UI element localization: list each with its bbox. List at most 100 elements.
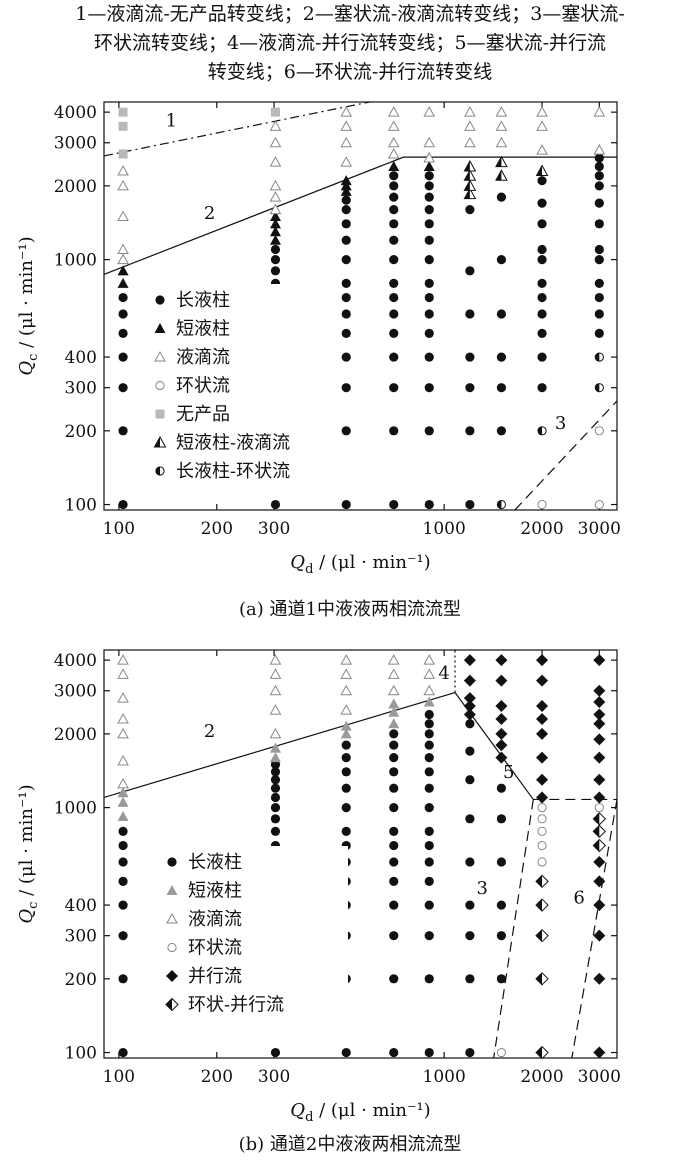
data-point-circle (389, 255, 399, 265)
data-point-circle (424, 1047, 434, 1058)
data-point-circle (389, 1047, 399, 1058)
data-point-triangle-open (387, 654, 400, 665)
data-point-circle (341, 783, 351, 793)
marker-shape (463, 699, 476, 712)
data-point-triangle-gray (269, 742, 281, 753)
data-point-circle (118, 876, 128, 886)
data-point-circle (118, 352, 128, 362)
x-axis-label: Qd / (μl · min⁻¹) (290, 552, 430, 577)
marker-shape (593, 733, 606, 746)
data-point-diamond (593, 929, 606, 942)
marker-shape (269, 234, 281, 245)
marker-shape (537, 328, 547, 338)
marker-shape (269, 226, 281, 237)
data-point-circle (424, 767, 434, 777)
data-point-circle (424, 309, 434, 319)
y-tick-label: 200 (65, 970, 97, 990)
data-point-triangle-half (463, 169, 477, 181)
marker-shape (118, 352, 128, 362)
data-point-diamond (536, 751, 549, 764)
data-point-circle (118, 931, 128, 941)
data-point-triangle-open (117, 243, 129, 254)
data-point-circle (537, 219, 547, 229)
data-point-circle (270, 792, 281, 803)
marker-shape (341, 219, 351, 229)
data-point-circle (424, 857, 434, 867)
marker-half (536, 165, 543, 176)
legend-marker-diamond (166, 970, 178, 982)
marker-shape (423, 136, 436, 148)
marker-shape (465, 900, 475, 910)
transition-line-label-1: 1 (166, 110, 177, 131)
marker-half (593, 812, 600, 825)
marker-shape (464, 136, 476, 148)
marker-shape (495, 739, 508, 752)
marker-shape (537, 826, 547, 836)
data-point-circle (270, 266, 281, 276)
x-tick-label: 1000 (423, 1067, 466, 1087)
data-point-triangle-open (464, 136, 476, 148)
marker-shape (424, 719, 434, 729)
marker-shape (536, 791, 549, 804)
data-point-circle (341, 767, 351, 777)
data-point-circle-open (537, 840, 547, 851)
data-point-circle (118, 499, 128, 510)
marker-shape (423, 684, 436, 696)
data-point-circle (594, 244, 604, 255)
data-point-diamond-half (535, 972, 549, 986)
data-point-circle (118, 383, 128, 393)
caption-line-1: 1—液滴流-无产品转变线；2—塞状流-液滴流转变线；3—塞状流- (75, 3, 625, 25)
marker-shape (389, 235, 399, 245)
data-point-circle (341, 352, 351, 362)
marker-shape (389, 181, 399, 191)
legend-label: 长液柱 (176, 290, 230, 311)
data-point-diamond (495, 751, 508, 764)
marker-shape (495, 654, 508, 667)
legend-marker-triangle-open (166, 912, 178, 924)
marker-half (495, 170, 502, 181)
data-point-circle (537, 244, 547, 255)
data-point-circle (496, 426, 507, 436)
marker-shape (340, 175, 352, 186)
data-point-triangle-open (117, 253, 129, 265)
data-point-triangle-open (269, 120, 282, 131)
data-point-diamond (593, 684, 606, 697)
marker-shape (536, 674, 549, 687)
data-point-triangle (269, 210, 281, 221)
data-point-circle (537, 198, 547, 208)
data-point-triangle (117, 265, 129, 276)
data-point-circle (389, 803, 399, 813)
marker-shape (341, 328, 351, 338)
y-axis-label-unit: / (μl · min⁻¹) (16, 784, 37, 901)
data-point-diamond (536, 713, 549, 726)
data-point-circle (465, 205, 475, 215)
data-point-circle-open (537, 803, 547, 813)
marker-shape (465, 719, 475, 729)
data-point-triangle (340, 175, 352, 186)
data-point-diamond (495, 739, 508, 752)
marker-shape (117, 777, 129, 789)
data-point-circle (424, 292, 434, 303)
marker-shape (465, 383, 475, 393)
data-point-circle (424, 278, 434, 288)
marker-shape (118, 121, 128, 131)
marker-shape (424, 876, 434, 886)
marker-shape (118, 1047, 128, 1058)
legend-backdrop (158, 846, 348, 1023)
marker-shape (537, 278, 547, 288)
marker-shape (424, 783, 434, 793)
marker-shape (389, 840, 399, 851)
data-point-circle (118, 900, 128, 910)
data-point-diamond (463, 674, 476, 687)
data-point-circle (341, 1047, 351, 1058)
data-point-circle (389, 328, 399, 338)
marker-shape (465, 266, 475, 276)
y-axis-label-q: Q (16, 909, 37, 924)
data-point-diamond-half (535, 928, 549, 943)
data-point-circle (389, 499, 399, 510)
marker-shape (117, 796, 129, 807)
marker-shape (536, 654, 549, 667)
data-point-circle (424, 352, 434, 362)
data-point-circle (389, 783, 399, 793)
marker-shape (424, 840, 434, 851)
